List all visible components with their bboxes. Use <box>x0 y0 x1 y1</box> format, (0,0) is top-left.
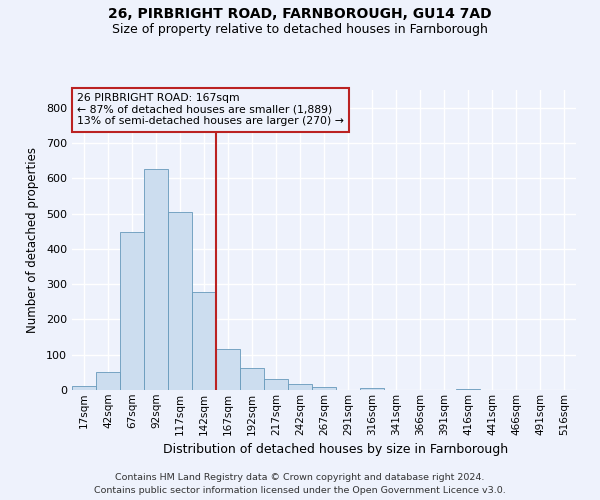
Bar <box>216 350 240 390</box>
Text: Distribution of detached houses by size in Farnborough: Distribution of detached houses by size … <box>163 442 509 456</box>
Bar <box>360 388 384 390</box>
Text: Size of property relative to detached houses in Farnborough: Size of property relative to detached ho… <box>112 22 488 36</box>
Bar <box>456 388 480 390</box>
Text: Contains HM Land Registry data © Crown copyright and database right 2024.
Contai: Contains HM Land Registry data © Crown c… <box>94 473 506 495</box>
Bar <box>312 387 336 390</box>
Bar <box>240 368 264 390</box>
Bar <box>168 212 192 390</box>
Text: 26, PIRBRIGHT ROAD, FARNBOROUGH, GU14 7AD: 26, PIRBRIGHT ROAD, FARNBOROUGH, GU14 7A… <box>108 8 492 22</box>
Bar <box>264 378 288 390</box>
Text: 26 PIRBRIGHT ROAD: 167sqm
← 87% of detached houses are smaller (1,889)
13% of se: 26 PIRBRIGHT ROAD: 167sqm ← 87% of detac… <box>77 93 344 126</box>
Bar <box>288 384 312 390</box>
Bar <box>96 372 120 390</box>
Bar <box>72 386 96 390</box>
Bar <box>120 232 144 390</box>
Y-axis label: Number of detached properties: Number of detached properties <box>26 147 39 333</box>
Bar <box>144 168 168 390</box>
Bar <box>192 292 216 390</box>
